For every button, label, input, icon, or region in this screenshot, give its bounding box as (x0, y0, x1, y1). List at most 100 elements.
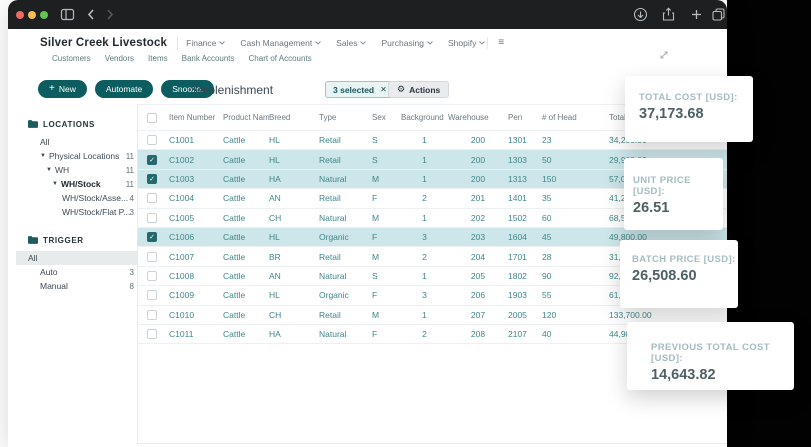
cell-sex: S (372, 155, 401, 165)
close-window-button[interactable] (16, 11, 24, 19)
row-checkbox[interactable] (147, 193, 157, 203)
cell-pen: 2107 (508, 329, 542, 339)
row-checkbox[interactable] (147, 213, 157, 223)
cell-breed: AN (269, 271, 319, 281)
stat-card-total-cost: TOTAL COST [USD]: 37,173.68 (625, 76, 753, 142)
cell-product-name: Cattle (223, 310, 269, 320)
menu-sales[interactable]: Sales (336, 38, 366, 48)
row-checkbox[interactable] (147, 135, 157, 145)
column-header-background[interactable]: Background (401, 113, 448, 122)
new-tab-icon[interactable] (689, 7, 704, 22)
row-checkbox[interactable]: ✓ (147, 155, 157, 165)
cell-product-name: Cattle (223, 252, 269, 262)
cell-breed: HA (269, 329, 319, 339)
cell-warehouse: 208 (448, 329, 508, 339)
automate-button[interactable]: Automate (95, 80, 153, 98)
row-checkbox[interactable] (147, 252, 157, 262)
column-header-type[interactable]: Type (319, 113, 372, 122)
minimize-window-button[interactable] (28, 11, 36, 19)
cell-head-count: 28 (542, 252, 609, 262)
header-checkbox-wrap (138, 113, 169, 123)
sidebar-item-wh-stock[interactable]: ▼ WH/Stock 11 (28, 177, 138, 191)
subnav-items[interactable]: Items (148, 54, 168, 63)
sidebar-item-all[interactable]: All (16, 251, 142, 265)
sub-navigation: Customers Vendors Items Bank Accounts Chart … (52, 54, 312, 63)
subnav-chart-of-accounts[interactable]: Chart of Accounts (249, 54, 312, 63)
actions-button[interactable]: ⚙ Actions (388, 81, 449, 98)
sidebar-toggle-icon[interactable] (60, 7, 75, 22)
tab-overview-icon[interactable] (711, 7, 726, 22)
cell-sex: F (372, 232, 401, 242)
cell-head-count: 40 (542, 329, 609, 339)
cell-sex: M (372, 252, 401, 262)
sidebar-item-manual[interactable]: Manual 8 (28, 279, 138, 293)
cell-product-name: Cattle (223, 329, 269, 339)
selected-count-label: 3 selected (333, 85, 374, 95)
expand-diagonal-icon[interactable] (658, 48, 670, 60)
app-header: Silver Creek Livestock Finance Cash Mana… (8, 29, 727, 57)
column-header-sex[interactable]: Sex (372, 113, 401, 122)
sidebar-item-auto[interactable]: Auto 3 (28, 265, 138, 279)
page-title: Replenishment (193, 83, 273, 97)
toolbar: +NewAutomateSnooze. Replenishment 3 sele… (8, 80, 727, 100)
cell-product-name: Cattle (223, 155, 269, 165)
chevron-down-icon (315, 41, 321, 45)
menu-shopify[interactable]: Shopify (448, 38, 485, 48)
cell-product-name: Cattle (223, 135, 269, 145)
selected-count-chip[interactable]: 3 selected ✕ (325, 81, 395, 98)
sidebar-item-wh-stock-asse[interactable]: WH/Stock/Asse... 4 (28, 191, 138, 205)
forward-chevron-icon[interactable] (102, 7, 117, 22)
download-icon[interactable] (633, 7, 648, 22)
cell-type: Organic (319, 232, 372, 242)
cell-product-name: Cattle (223, 174, 269, 184)
sidebar-item-wh[interactable]: ▼ WH 11 (28, 163, 138, 177)
clear-selection-icon[interactable]: ✕ (380, 85, 387, 94)
zoom-window-button[interactable] (40, 11, 48, 19)
row-checkbox[interactable] (147, 310, 157, 320)
cell-sex: F (372, 193, 401, 203)
subnav-customers[interactable]: Customers (52, 54, 91, 63)
column-header-pen[interactable]: Pen (508, 113, 542, 122)
cell-background: 3 (401, 290, 448, 300)
sidebar-item-physical-locations[interactable]: ▼ Physical Locations 11 (28, 149, 138, 163)
sidebar-item-all[interactable]: All (28, 135, 138, 149)
column-header-breed[interactable]: Breed (269, 113, 319, 122)
cell-warehouse: 200 (448, 174, 508, 184)
cell-item-number: C1008 (169, 271, 223, 281)
cell-type: Retail (319, 135, 372, 145)
actions-label: Actions (409, 85, 440, 95)
column-header-item-number[interactable]: Item Number (169, 113, 223, 122)
cell-item-number: C1003 (169, 174, 223, 184)
cell-background: 1 (401, 271, 448, 281)
screenshot-stage: Silver Creek Livestock Finance Cash Mana… (0, 0, 811, 447)
row-checkbox[interactable]: ✓ (147, 174, 157, 184)
column-header-product-name[interactable]: Product Name (223, 113, 269, 122)
share-icon[interactable] (661, 7, 676, 22)
cell-background: 3 (401, 232, 448, 242)
hamburger-menu-icon[interactable]: ≡ (498, 38, 504, 48)
cell-type: Organic (319, 290, 372, 300)
menu-purchasing[interactable]: Purchasing (381, 38, 433, 48)
stat-card-unit-price: UNIT PRICE [USD]: 26.51 (624, 158, 723, 230)
column-header-of-head[interactable]: # of Head (542, 113, 609, 122)
column-header-warehouse[interactable]: Warehouse (448, 113, 508, 122)
cell-pen: 1701 (508, 252, 542, 262)
row-checkbox[interactable] (147, 271, 157, 281)
cell-breed: AN (269, 193, 319, 203)
row-checkbox[interactable] (147, 329, 157, 339)
new-button[interactable]: +New (38, 80, 87, 98)
select-all-checkbox[interactable] (147, 113, 157, 123)
cell-head-count: 50 (542, 155, 609, 165)
row-checkbox[interactable] (147, 290, 157, 300)
stat-card-label: UNIT PRICE [USD]: (633, 175, 723, 197)
row-checkbox[interactable]: ✓ (147, 232, 157, 242)
cell-type: Natural (319, 329, 372, 339)
subnav-vendors[interactable]: Vendors (105, 54, 134, 63)
menu-cash-management[interactable]: Cash Management (240, 38, 321, 48)
subnav-bank-accounts[interactable]: Bank Accounts (182, 54, 235, 63)
back-chevron-icon[interactable] (84, 7, 99, 22)
caret-down-icon: ▼ (46, 167, 52, 173)
sidebar-item-wh-stock-flat-p[interactable]: WH/Stock/Flat P... 3 (28, 205, 138, 219)
menu-finance[interactable]: Finance (186, 38, 225, 48)
stat-card-value: 26.51 (633, 200, 723, 216)
